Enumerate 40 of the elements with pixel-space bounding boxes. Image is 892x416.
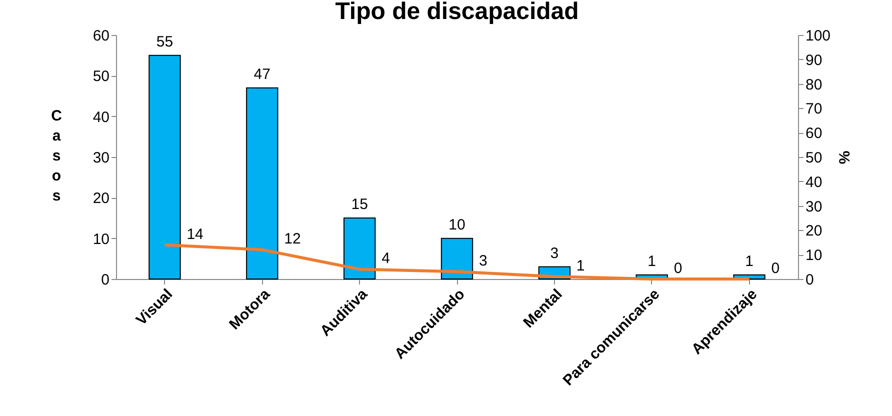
data-label: 55 <box>156 33 174 50</box>
line-series <box>163 243 751 280</box>
chart-title: Tipo de discapacidad <box>335 0 579 25</box>
data-label: 3 <box>550 244 559 262</box>
bar <box>343 218 376 280</box>
y-tick-label: 50 <box>92 68 110 86</box>
y-tick-label: 0 <box>101 272 110 288</box>
data-label: 0 <box>674 260 682 277</box>
y-axis-title: Casos <box>51 108 62 204</box>
y2-tick-label: 60 <box>806 125 822 142</box>
bar <box>246 87 278 280</box>
data-label: 1 <box>576 258 585 275</box>
y-tick-label: 10 <box>92 230 110 248</box>
y2-tick-label: 30 <box>806 198 822 216</box>
y-tick-label: 30 <box>92 150 110 166</box>
y2-axis-title: % <box>836 150 854 164</box>
data-label: 1 <box>745 252 754 270</box>
y-tick-label: 60 <box>92 28 110 44</box>
y2-tick-label: 40 <box>806 174 822 191</box>
data-label: 3 <box>479 252 488 270</box>
y2-tick-label: 90 <box>806 52 822 69</box>
data-label: 15 <box>351 196 368 213</box>
bar <box>440 238 474 280</box>
y2-tick-label: 100 <box>806 28 831 44</box>
y2-tick-label: 0 <box>806 272 814 288</box>
data-label: 12 <box>284 230 301 248</box>
data-label: 47 <box>254 66 270 83</box>
data-label: 0 <box>771 260 780 277</box>
data-label: 1 <box>648 252 656 270</box>
y2-tick-label: 70 <box>806 100 822 118</box>
y2-tick-label: 10 <box>806 247 822 264</box>
y-tick-label: 20 <box>92 190 110 208</box>
bar <box>148 54 181 280</box>
data-label: 14 <box>186 226 204 243</box>
y2-tick-label: 80 <box>806 76 822 94</box>
y2-tick-label: 50 <box>806 150 822 166</box>
data-label: 10 <box>448 216 466 234</box>
y-tick-label: 40 <box>92 108 110 126</box>
y2-tick-label: 20 <box>806 222 822 240</box>
data-label: 4 <box>382 250 390 268</box>
